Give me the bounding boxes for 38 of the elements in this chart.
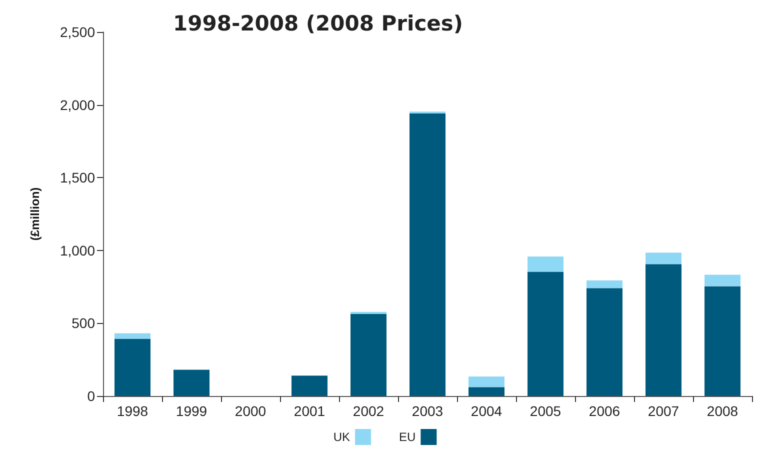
x-tick-label: 2006 (588, 403, 620, 419)
bar (704, 274, 740, 286)
y-tick-label: 2,000 (60, 96, 96, 113)
bar (528, 272, 564, 396)
legend-label: EU (399, 430, 416, 444)
x-tick-label: 2008 (706, 403, 738, 419)
bar (468, 376, 504, 388)
y-tick-label: 500 (72, 315, 96, 332)
y-axis-title: (£million) (28, 187, 42, 241)
bar (468, 387, 504, 396)
bar (350, 314, 386, 396)
x-tick-label: 1999 (176, 403, 208, 419)
legend-label: UK (333, 430, 350, 444)
bar (586, 280, 622, 288)
bar (410, 114, 446, 396)
bar (174, 370, 210, 396)
x-tick-label: 1998 (116, 403, 148, 419)
bar (114, 333, 150, 339)
x-tick-label: 2001 (294, 403, 326, 419)
x-tick-label: 2007 (648, 403, 680, 419)
bar (292, 376, 328, 396)
bar (704, 286, 740, 396)
x-tick-label: 2004 (470, 403, 502, 419)
bar (586, 288, 622, 396)
y-tick-label: 1,000 (60, 242, 96, 258)
bar (350, 312, 386, 314)
x-tick-label: 2000 (234, 403, 266, 419)
x-tick-label: 2002 (352, 403, 384, 419)
y-tick-label: 0 (87, 388, 96, 404)
bar (114, 338, 150, 396)
chart-title: 1998-2008 (2008 Prices) (173, 12, 464, 36)
bar (528, 256, 564, 272)
y-tick-label: 2,500 (60, 24, 96, 40)
bar (646, 264, 682, 396)
x-tick-label: 2005 (530, 403, 562, 419)
y-tick-label: 1,500 (60, 170, 96, 186)
bar (646, 252, 682, 264)
x-tick-label: 2003 (412, 403, 444, 419)
